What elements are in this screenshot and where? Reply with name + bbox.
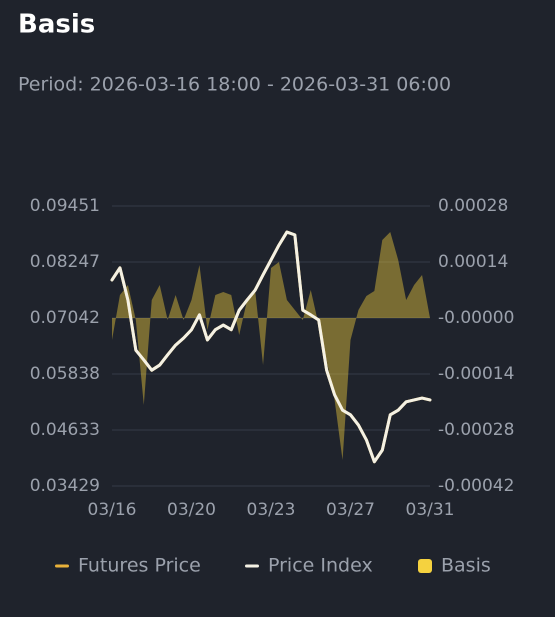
- y-tick-label: 0.04633: [30, 420, 100, 440]
- y-tick-label: 0.09451: [30, 196, 100, 216]
- y-tick-label: 0.03429: [30, 476, 100, 496]
- x-tick-label: 03/27: [326, 500, 375, 520]
- legend-label: Price Index: [268, 555, 373, 577]
- legend-swatch: [418, 559, 432, 573]
- chart-subtitle: Period: 2026-03-16 18:00 - 2026-03-31 06…: [18, 74, 451, 96]
- y-tick-label: 0.05838: [30, 364, 100, 384]
- legend-label: Futures Price: [78, 555, 201, 577]
- price-line: [110, 230, 432, 464]
- basis-area: [112, 232, 430, 460]
- x-tick-label: 03/31: [406, 500, 455, 520]
- y-tick-label: 0.08247: [30, 252, 100, 272]
- y2-tick-label: -0.00028: [438, 420, 514, 440]
- y2-tick-label: -0.00000: [438, 308, 514, 328]
- y2-tick-label: -0.00014: [438, 364, 514, 384]
- y2-tick-label: -0.00042: [438, 476, 514, 496]
- y2-tick-label: 0.00028: [438, 196, 508, 216]
- x-tick-label: 03/16: [88, 500, 137, 520]
- legend-swatch: [245, 564, 259, 568]
- y2-tick-label: 0.00014: [438, 252, 508, 272]
- chart-title: Basis: [18, 10, 95, 40]
- x-tick-label: 03/20: [167, 500, 216, 520]
- x-tick-label: 03/23: [247, 500, 296, 520]
- legend-swatch: [55, 564, 69, 568]
- legend-label: Basis: [441, 555, 491, 577]
- y-tick-label: 0.07042: [30, 308, 100, 328]
